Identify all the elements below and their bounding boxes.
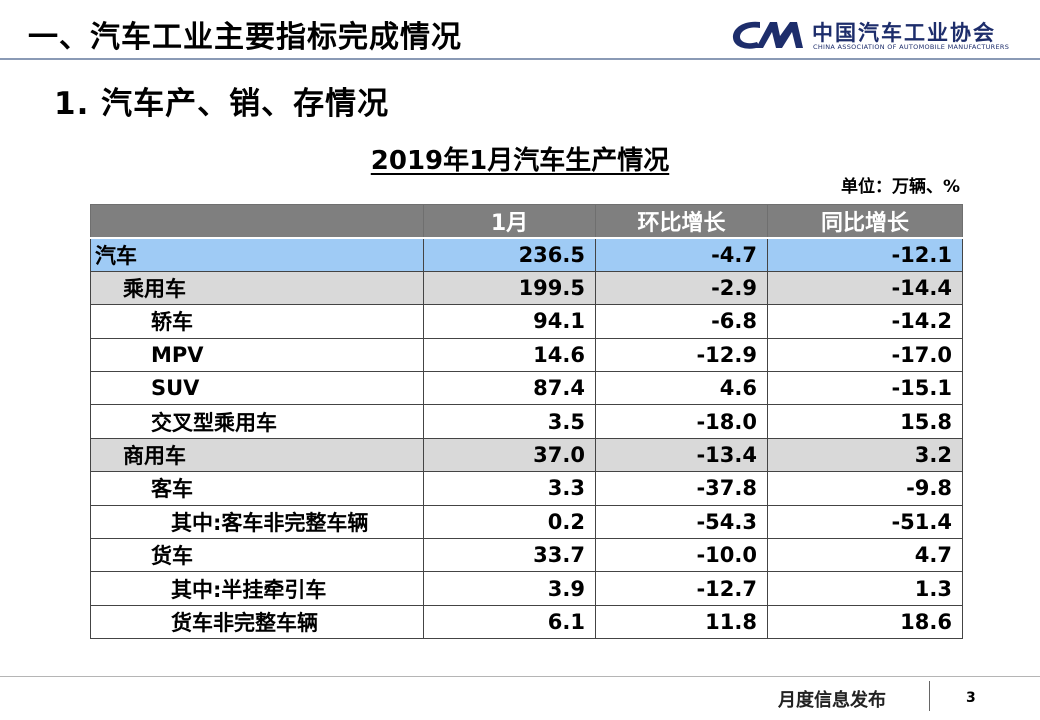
cell-month: 3.3 (423, 471, 596, 506)
cell-mom: -18.0 (595, 404, 768, 439)
table-row: MPV 14.6 -12.9 -17.0 (90, 337, 963, 373)
table-row: 其中:客车非完整车辆 0.2 -54.3 -51.4 (90, 504, 963, 540)
row-label: 货车 (90, 538, 424, 573)
caam-logo: 中国汽车工业协会 CHINA ASSOCIATION OF AUTOMOBILE… (730, 16, 1020, 54)
slide-header-title: 一、汽车工业主要指标完成情况 (28, 20, 462, 55)
cell-mom: 4.6 (595, 371, 768, 406)
table-title: 2019年1月汽车生产情况 (370, 146, 670, 176)
cell-mom: 11.8 (595, 604, 768, 640)
footer-text: 月度信息发布 (778, 690, 886, 711)
table-row: 轿车 94.1 -6.8 -14.2 (90, 304, 963, 339)
cell-mom: -6.8 (595, 304, 768, 339)
table-body: 汽车 236.5 -4.7 -12.1 乘用车 199.5 -2.9 -14.4… (90, 237, 963, 640)
logo-english-name: CHINA ASSOCIATION OF AUTOMOBILE MANUFACT… (813, 43, 1010, 51)
cell-mom: -10.0 (595, 538, 768, 573)
cell-month: 94.1 (423, 304, 596, 339)
cell-yoy: -14.2 (767, 304, 963, 339)
cell-mom: -37.8 (595, 471, 768, 506)
row-label: 货车非完整车辆 (90, 604, 424, 640)
cell-yoy: -15.1 (767, 371, 963, 406)
cell-month: 3.5 (423, 404, 596, 439)
column-header-mom: 环比增长 (595, 204, 768, 239)
cell-mom: -2.9 (595, 270, 768, 306)
column-header-month: 1月 (423, 204, 596, 239)
row-label: 客车 (90, 471, 424, 506)
cell-month: 3.9 (423, 571, 596, 606)
row-label: 轿车 (90, 304, 424, 339)
footer-separator (929, 681, 930, 711)
production-table: 1月 环比增长 同比增长 汽车 236.5 -4.7 -12.1 乘用车 199… (90, 204, 963, 640)
table-row: 其中:半挂牵引车 3.9 -12.7 1.3 (90, 571, 963, 606)
cell-month: 6.1 (423, 604, 596, 640)
cell-yoy: 18.6 (767, 604, 963, 640)
table-row: SUV 87.4 4.6 -15.1 (90, 371, 963, 406)
footer-divider (0, 676, 1040, 677)
cell-yoy: -14.4 (767, 270, 963, 306)
cell-yoy: 4.7 (767, 538, 963, 573)
cell-yoy: 3.2 (767, 437, 963, 473)
unit-label: 单位：万辆、% (840, 177, 960, 197)
header-divider (0, 58, 1040, 60)
column-header-yoy: 同比增长 (767, 204, 963, 239)
row-label: 交叉型乘用车 (90, 404, 424, 439)
cell-mom: -4.7 (595, 237, 768, 272)
cell-month: 33.7 (423, 538, 596, 573)
row-label: 乘用车 (90, 270, 424, 306)
cell-mom: -13.4 (595, 437, 768, 473)
cell-yoy: 15.8 (767, 404, 963, 439)
row-label: 其中:客车非完整车辆 (90, 504, 424, 540)
column-header-category (90, 204, 424, 239)
cell-month: 0.2 (423, 504, 596, 540)
row-label: 商用车 (90, 437, 424, 473)
cell-yoy: -51.4 (767, 504, 963, 540)
table-row: 商用车 37.0 -13.4 3.2 (90, 437, 963, 473)
cell-month: 199.5 (423, 270, 596, 306)
row-label: 汽车 (90, 237, 424, 272)
cell-yoy: -17.0 (767, 337, 963, 373)
cell-yoy: -9.8 (767, 471, 963, 506)
cell-month: 37.0 (423, 437, 596, 473)
section-title: 1. 汽车产、销、存情况 (54, 86, 390, 122)
table-header-row: 1月 环比增长 同比增长 (90, 204, 963, 239)
cell-yoy: -12.1 (767, 237, 963, 272)
table-row: 客车 3.3 -37.8 -9.8 (90, 471, 963, 506)
cell-month: 87.4 (423, 371, 596, 406)
caam-logo-icon (732, 21, 803, 49)
table-row: 乘用车 199.5 -2.9 -14.4 (90, 270, 963, 306)
row-label: SUV (90, 371, 424, 406)
table-row: 货车 33.7 -10.0 4.7 (90, 538, 963, 573)
row-label: MPV (90, 337, 424, 373)
logo-chinese-name: 中国汽车工业协会 (812, 21, 996, 45)
cell-yoy: 1.3 (767, 571, 963, 606)
table-row: 货车非完整车辆 6.1 11.8 18.6 (90, 604, 963, 640)
cell-mom: -12.9 (595, 337, 768, 373)
cell-month: 236.5 (423, 237, 596, 272)
table-row: 汽车 236.5 -4.7 -12.1 (90, 237, 963, 272)
page-number: 3 (966, 690, 976, 706)
cell-mom: -54.3 (595, 504, 768, 540)
table-row: 交叉型乘用车 3.5 -18.0 15.8 (90, 404, 963, 439)
table-title-wrap: 2019年1月汽车生产情况 (0, 140, 1040, 177)
cell-month: 14.6 (423, 337, 596, 373)
cell-mom: -12.7 (595, 571, 768, 606)
row-label: 其中:半挂牵引车 (90, 571, 424, 606)
